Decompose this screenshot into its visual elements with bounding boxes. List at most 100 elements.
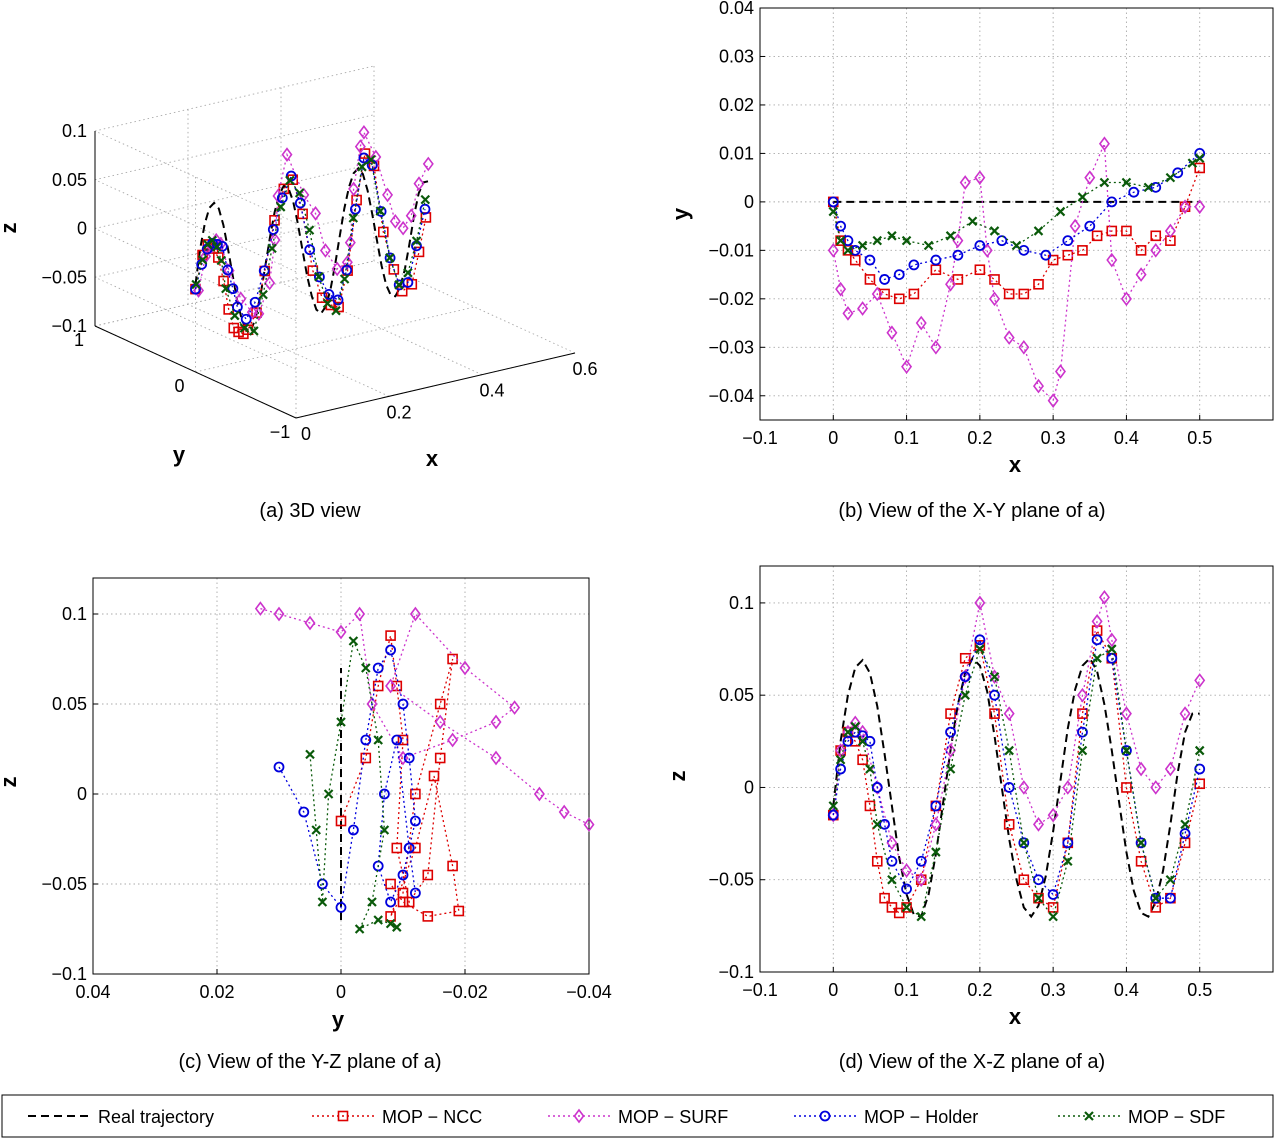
axes-frame xyxy=(759,7,1274,421)
data-point-surf xyxy=(915,872,927,888)
data-point-ncc xyxy=(1135,245,1147,256)
data-point-holder xyxy=(974,634,986,646)
data-point-surf xyxy=(974,170,986,185)
y-tick-label: −0.1 xyxy=(718,962,754,982)
data-point-ncc xyxy=(385,911,396,922)
data-point-holder xyxy=(375,206,387,217)
data-point-holder xyxy=(403,842,415,854)
data-point-surf xyxy=(1150,780,1162,795)
series-line-holder xyxy=(832,152,1201,281)
x-tick-label: 0 xyxy=(301,424,311,444)
data-point-surf xyxy=(254,601,266,616)
data-point-holder xyxy=(1106,652,1118,664)
data-point-surf xyxy=(1135,761,1147,777)
grid-line-y xyxy=(94,260,375,327)
data-point-surf xyxy=(1194,199,1206,215)
y-tick-label: 0 xyxy=(77,784,87,804)
data-point-sdf xyxy=(967,216,978,227)
series-line-surf xyxy=(260,607,590,826)
data-point-holder xyxy=(258,265,270,277)
legend: Real trajectory MOP − NCC MOP − SURF MOP − … xyxy=(1,1094,1274,1138)
y-axis xyxy=(94,325,297,419)
data-point-surf xyxy=(827,243,839,258)
data-point-sdf xyxy=(249,326,259,336)
data-point-ncc xyxy=(974,264,986,276)
x-tick-label: 0.5 xyxy=(1187,428,1212,448)
panel-d-xz-plane: −0.1 0 0.1 0.2 0.3 0.4 0.5 −0.1 −0.05 0 0.05 0.1 x z xyxy=(665,565,1274,1029)
data-point-holder xyxy=(378,788,390,800)
x-tick-label: 0.02 xyxy=(199,982,234,1002)
data-point-sdf xyxy=(373,915,383,925)
data-point-sdf xyxy=(857,240,868,251)
x-tick-label: 0.3 xyxy=(1041,428,1066,448)
legend-label-sdf: MOP − SDF xyxy=(1128,1107,1225,1127)
data-point-surf xyxy=(901,359,913,375)
series-sdf xyxy=(828,644,1205,922)
data-point-surf xyxy=(382,187,394,203)
data-point-sdf xyxy=(239,323,250,333)
data-point-holder xyxy=(1077,726,1088,738)
data-point-surf xyxy=(901,863,913,878)
data-point-ncc xyxy=(297,208,308,220)
legend-label-holder: MOP − Holder xyxy=(864,1107,978,1127)
y-tick-label: 0.1 xyxy=(729,593,754,613)
z-tick-label: 0 xyxy=(77,219,87,239)
data-point-sdf xyxy=(1092,653,1102,664)
series-surf xyxy=(827,590,1206,888)
data-point-surf xyxy=(871,780,883,795)
data-point-holder xyxy=(1165,892,1176,904)
data-point-sdf xyxy=(216,255,227,266)
data-point-ncc xyxy=(959,652,971,664)
x-tick-label: 0 xyxy=(336,982,346,1002)
data-point-surf xyxy=(405,208,417,224)
x-axis-label: x xyxy=(1009,452,1022,477)
data-point-holder xyxy=(1047,889,1059,900)
data-point-ncc xyxy=(372,680,384,692)
data-point-surf xyxy=(1194,673,1206,688)
data-point-sdf xyxy=(311,825,321,835)
x-tick-label: 0.1 xyxy=(894,428,919,448)
data-point-holder xyxy=(403,752,415,764)
data-point-holder xyxy=(827,809,839,821)
legend-marker-holder xyxy=(819,1110,831,1122)
data-point-sdf xyxy=(1033,226,1044,236)
data-point-holder xyxy=(372,860,384,872)
data-point-surf xyxy=(397,220,409,236)
data-point-sdf xyxy=(212,242,222,252)
data-point-sdf xyxy=(348,213,359,223)
data-point-surf xyxy=(1018,780,1030,795)
data-point-surf xyxy=(1150,243,1162,258)
series-line-ncc xyxy=(340,635,460,918)
y-tick-label: −0.02 xyxy=(708,289,754,309)
data-point-surf xyxy=(945,743,957,758)
y-tick-label: −1 xyxy=(270,422,291,442)
y-tick-label: −0.04 xyxy=(708,386,754,406)
data-point-sdf xyxy=(901,235,912,246)
x-tick-label: −0.04 xyxy=(566,982,612,1002)
data-point-ncc xyxy=(447,860,458,872)
data-point-ncc xyxy=(835,235,846,246)
y-tick-label: 0 xyxy=(174,376,184,396)
data-point-surf xyxy=(930,339,942,355)
data-point-holder xyxy=(227,283,239,295)
data-point-ncc xyxy=(1077,245,1088,256)
data-point-sdf xyxy=(394,280,404,290)
x-tick-label: 0.4 xyxy=(1114,428,1139,448)
data-point-ncc xyxy=(388,264,400,275)
data-point-surf xyxy=(1003,706,1015,721)
data-point-sdf xyxy=(843,245,853,256)
x-tick-label: 0.3 xyxy=(1041,980,1066,1000)
data-point-sdf xyxy=(887,874,897,885)
data-point-ncc xyxy=(1047,902,1059,913)
data-point-sdf xyxy=(1165,172,1176,183)
x-tick-label: 0.5 xyxy=(1187,980,1212,1000)
y-tick-label: −0.05 xyxy=(41,874,87,894)
data-point-ncc xyxy=(930,264,942,276)
data-point-sdf xyxy=(354,924,365,934)
data-point-holder xyxy=(871,782,883,793)
data-point-ncc xyxy=(413,246,425,258)
data-point-surf xyxy=(1032,378,1044,394)
data-point-holder xyxy=(222,264,234,276)
caption-c: (c) View of the Y-Z plane of a) xyxy=(178,1051,441,1073)
data-point-ncc xyxy=(1121,782,1132,793)
